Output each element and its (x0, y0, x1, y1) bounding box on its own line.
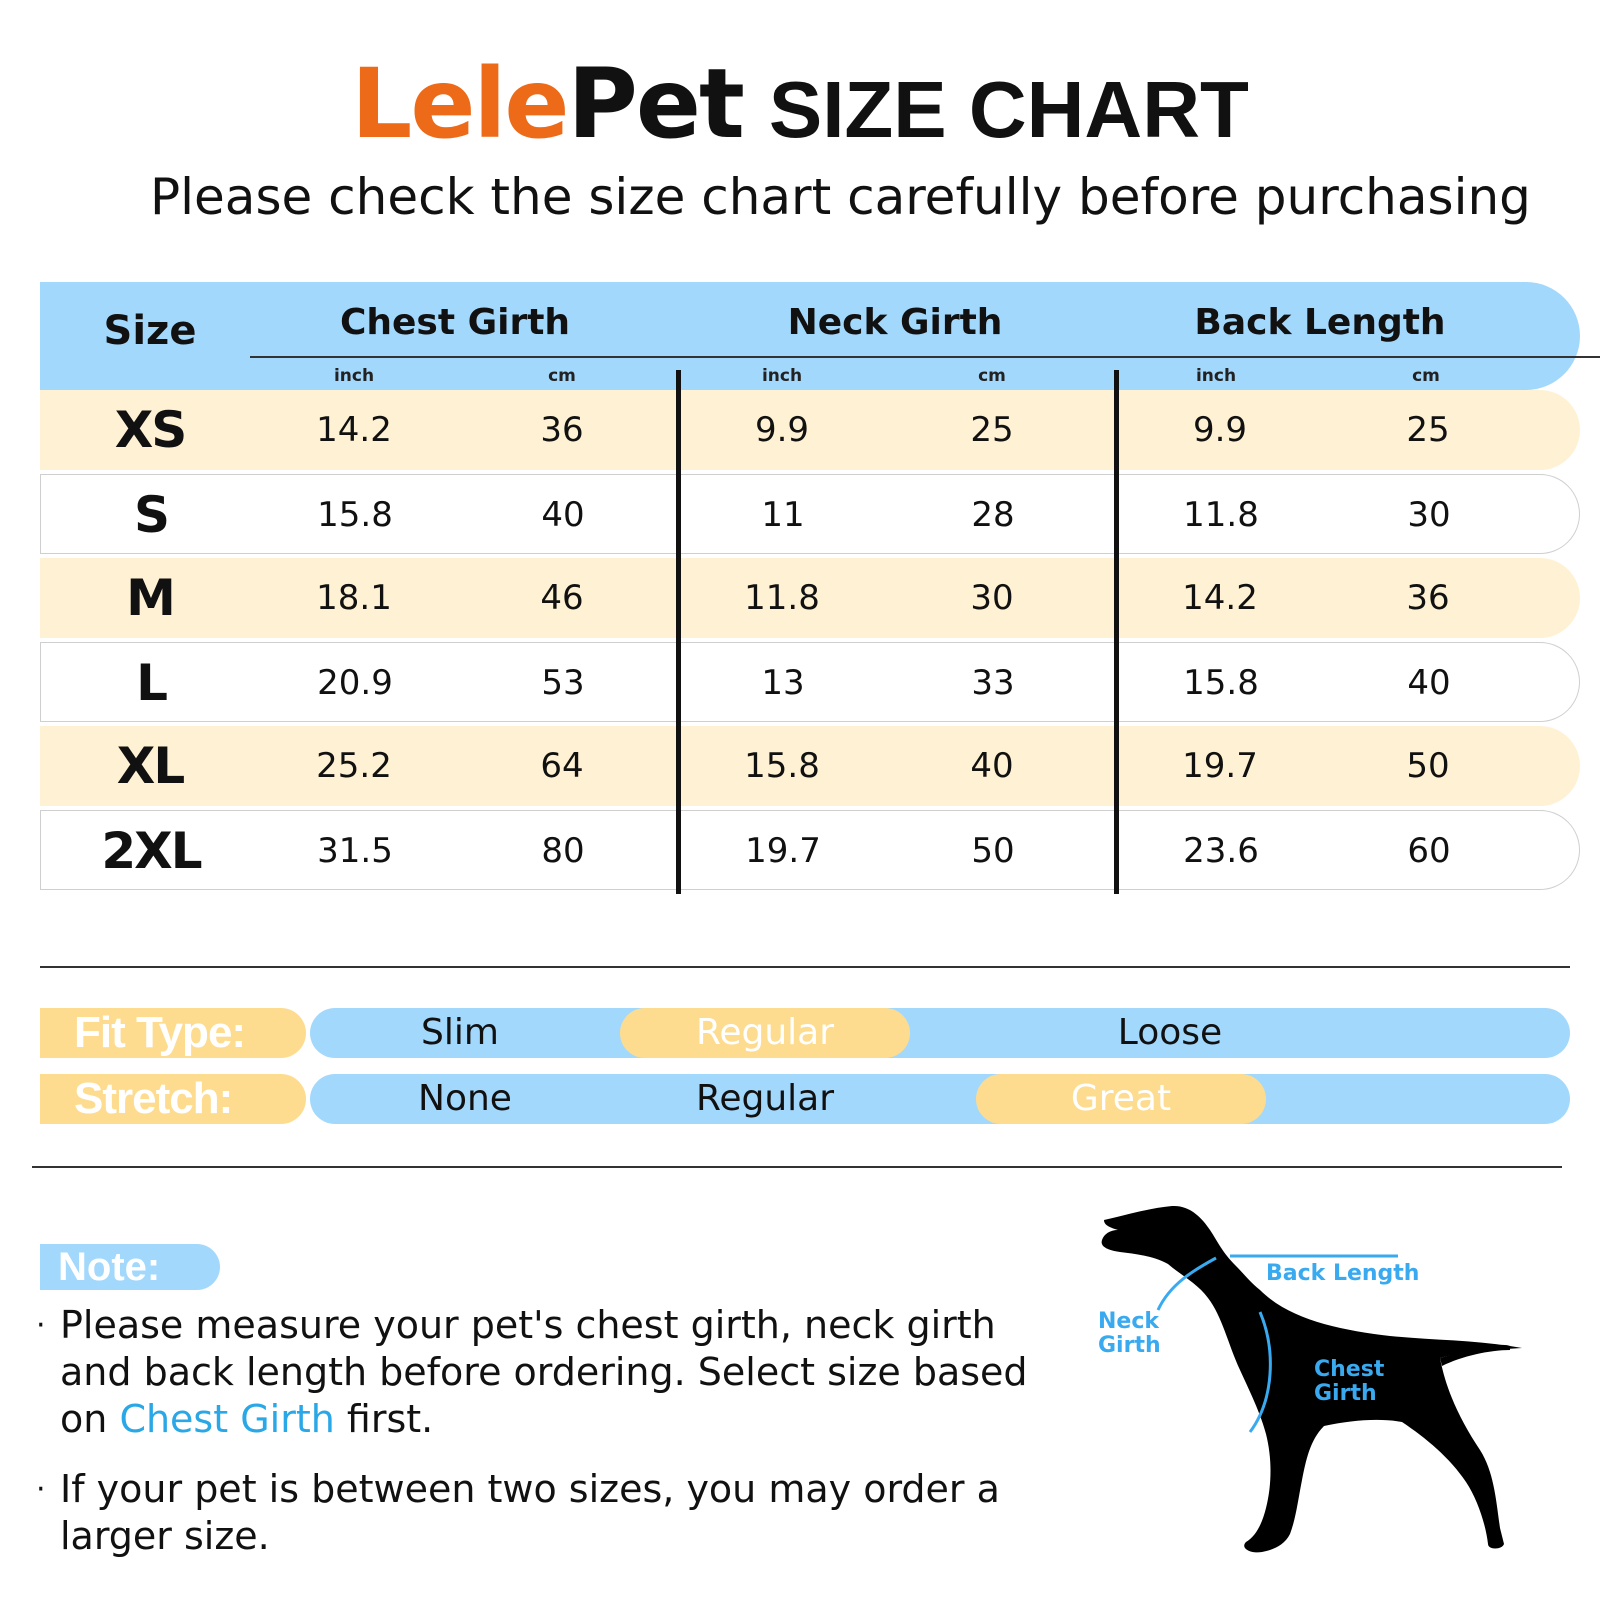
page-subtitle: Please check the size chart carefully be… (150, 168, 1531, 226)
neck-inch-cell: 11.8 (744, 578, 820, 618)
size-column-header: Size (103, 308, 197, 354)
back-cm-cell: 30 (1407, 495, 1451, 535)
brand-logo-lele: Lele (351, 48, 569, 160)
size-table: Size Chest Girth Neck Girth Back Length … (40, 282, 1600, 902)
table-row: XL 25.2 64 15.8 40 19.7 50 (40, 726, 1580, 806)
size-label: S (133, 486, 170, 544)
fit-option-loose: Loose (1117, 1012, 1223, 1053)
neck-cm-unit: cm (978, 366, 1006, 386)
column-separator (676, 370, 681, 894)
fit-option-regular: Regular (620, 1008, 910, 1058)
dog-measurement-diagram (1101, 1205, 1522, 1553)
stretch-bar: None Regular Great (310, 1074, 1570, 1124)
page-title: LelePet SIZE CHART (0, 48, 1600, 160)
bullet-dot: · (36, 1472, 46, 1507)
table-row: M 18.1 46 11.8 30 14.2 36 (40, 558, 1580, 638)
fit-type-bar: Slim Regular Loose (310, 1008, 1570, 1058)
back-inch-cell: 9.9 (1192, 410, 1248, 450)
stretch-label: Stretch: (40, 1074, 306, 1124)
note-item-1: · Please measure your pet's chest girth,… (36, 1302, 1060, 1443)
back-inch-cell: 23.6 (1183, 831, 1259, 871)
chest-inch-cell: 31.5 (317, 831, 393, 871)
section-divider (32, 1166, 1562, 1168)
dog-silhouette-icon (1101, 1205, 1522, 1553)
chest-inch-cell: 25.2 (316, 746, 392, 786)
section-divider (40, 966, 1570, 968)
size-label: M (126, 569, 176, 627)
neck-cm-cell: 28 (971, 495, 1015, 535)
chest-girth-header: Chest Girth (339, 302, 571, 343)
note-item-2: · If your pet is between two sizes, you … (36, 1466, 1060, 1560)
note-text-2: If your pet is between two sizes, you ma… (60, 1467, 1000, 1558)
size-label: 2XL (101, 822, 202, 880)
neck-inch-cell: 11 (761, 495, 805, 535)
chest-girth-label-line1: Chest (1314, 1357, 1385, 1382)
back-length-header: Back Length (1194, 302, 1446, 343)
note-text-1: Please measure your pet's chest girth, n… (60, 1303, 1028, 1441)
chest-cm-unit: cm (548, 366, 576, 386)
neck-cm-cell: 33 (971, 663, 1015, 703)
chest-cm-cell: 40 (541, 495, 585, 535)
neck-cm-cell: 40 (970, 746, 1014, 786)
back-cm-cell: 40 (1407, 663, 1451, 703)
neck-cm-cell: 50 (971, 831, 1015, 871)
brand-logo-pet: Pet (567, 48, 744, 160)
chest-cm-cell: 64 (540, 746, 584, 786)
back-length-label: Back Length (1266, 1261, 1420, 1286)
size-label: XL (116, 737, 185, 795)
table-row: S 15.8 40 11 28 11.8 30 (40, 474, 1580, 554)
neck-inch-cell: 13 (761, 663, 805, 703)
neck-girth-header: Neck Girth (787, 302, 1003, 343)
chest-girth-label: Chest Girth (1314, 1358, 1384, 1406)
chest-inch-cell: 15.8 (317, 495, 393, 535)
chest-cm-cell: 80 (541, 831, 585, 871)
back-cm-cell: 50 (1406, 746, 1450, 786)
size-label: XS (114, 401, 188, 459)
neck-cm-cell: 30 (970, 578, 1014, 618)
table-row: 2XL 31.5 80 19.7 50 23.6 60 (40, 810, 1580, 890)
stretch-option-regular: Regular (695, 1078, 835, 1119)
chest-inch-cell: 20.9 (317, 663, 393, 703)
table-row: L 20.9 53 13 33 15.8 40 (40, 642, 1580, 722)
chest-inch-cell: 18.1 (316, 578, 392, 618)
fit-type-label: Fit Type: (40, 1008, 306, 1058)
note-text-1-end: first. (346, 1397, 434, 1441)
column-separator (1114, 370, 1119, 894)
stretch-option-none: None (418, 1078, 512, 1119)
chest-inch-unit: inch (333, 366, 375, 386)
neck-girth-label: Neck Girth (1098, 1310, 1161, 1358)
note-badge: Note: (40, 1244, 220, 1290)
neck-cm-cell: 25 (970, 410, 1014, 450)
back-inch-cell: 15.8 (1183, 663, 1259, 703)
back-cm-cell: 60 (1407, 831, 1451, 871)
chest-inch-cell: 14.2 (316, 410, 392, 450)
bullet-dot: · (36, 1308, 46, 1343)
header-divider (250, 356, 1600, 358)
neck-girth-label-line1: Neck (1098, 1309, 1160, 1334)
back-cm-cell: 36 (1406, 578, 1450, 618)
size-chart-title: SIZE CHART (768, 65, 1249, 154)
stretch-option-great: Great (976, 1074, 1266, 1124)
chest-girth-highlight: Chest Girth (119, 1397, 335, 1441)
table-header: Size Chest Girth Neck Girth Back Length … (40, 282, 1600, 390)
table-row: XS 14.2 36 9.9 25 9.9 25 (40, 390, 1580, 470)
size-label: L (136, 654, 168, 712)
neck-inch-cell: 9.9 (754, 410, 810, 450)
back-inch-cell: 11.8 (1183, 495, 1259, 535)
back-cm-cell: 25 (1406, 410, 1450, 450)
chest-cm-cell: 53 (541, 663, 585, 703)
chest-girth-label-line2: Girth (1314, 1381, 1377, 1406)
neck-girth-label-line2: Girth (1098, 1333, 1161, 1358)
neck-inch-unit: inch (761, 366, 803, 386)
neck-inch-cell: 19.7 (745, 831, 821, 871)
fit-option-slim: Slim (421, 1012, 499, 1053)
back-inch-cell: 14.2 (1182, 578, 1258, 618)
back-inch-unit: inch (1195, 366, 1237, 386)
neck-inch-cell: 15.8 (744, 746, 820, 786)
chest-cm-cell: 36 (540, 410, 584, 450)
chest-cm-cell: 46 (540, 578, 584, 618)
back-cm-unit: cm (1412, 366, 1440, 386)
back-inch-cell: 19.7 (1182, 746, 1258, 786)
